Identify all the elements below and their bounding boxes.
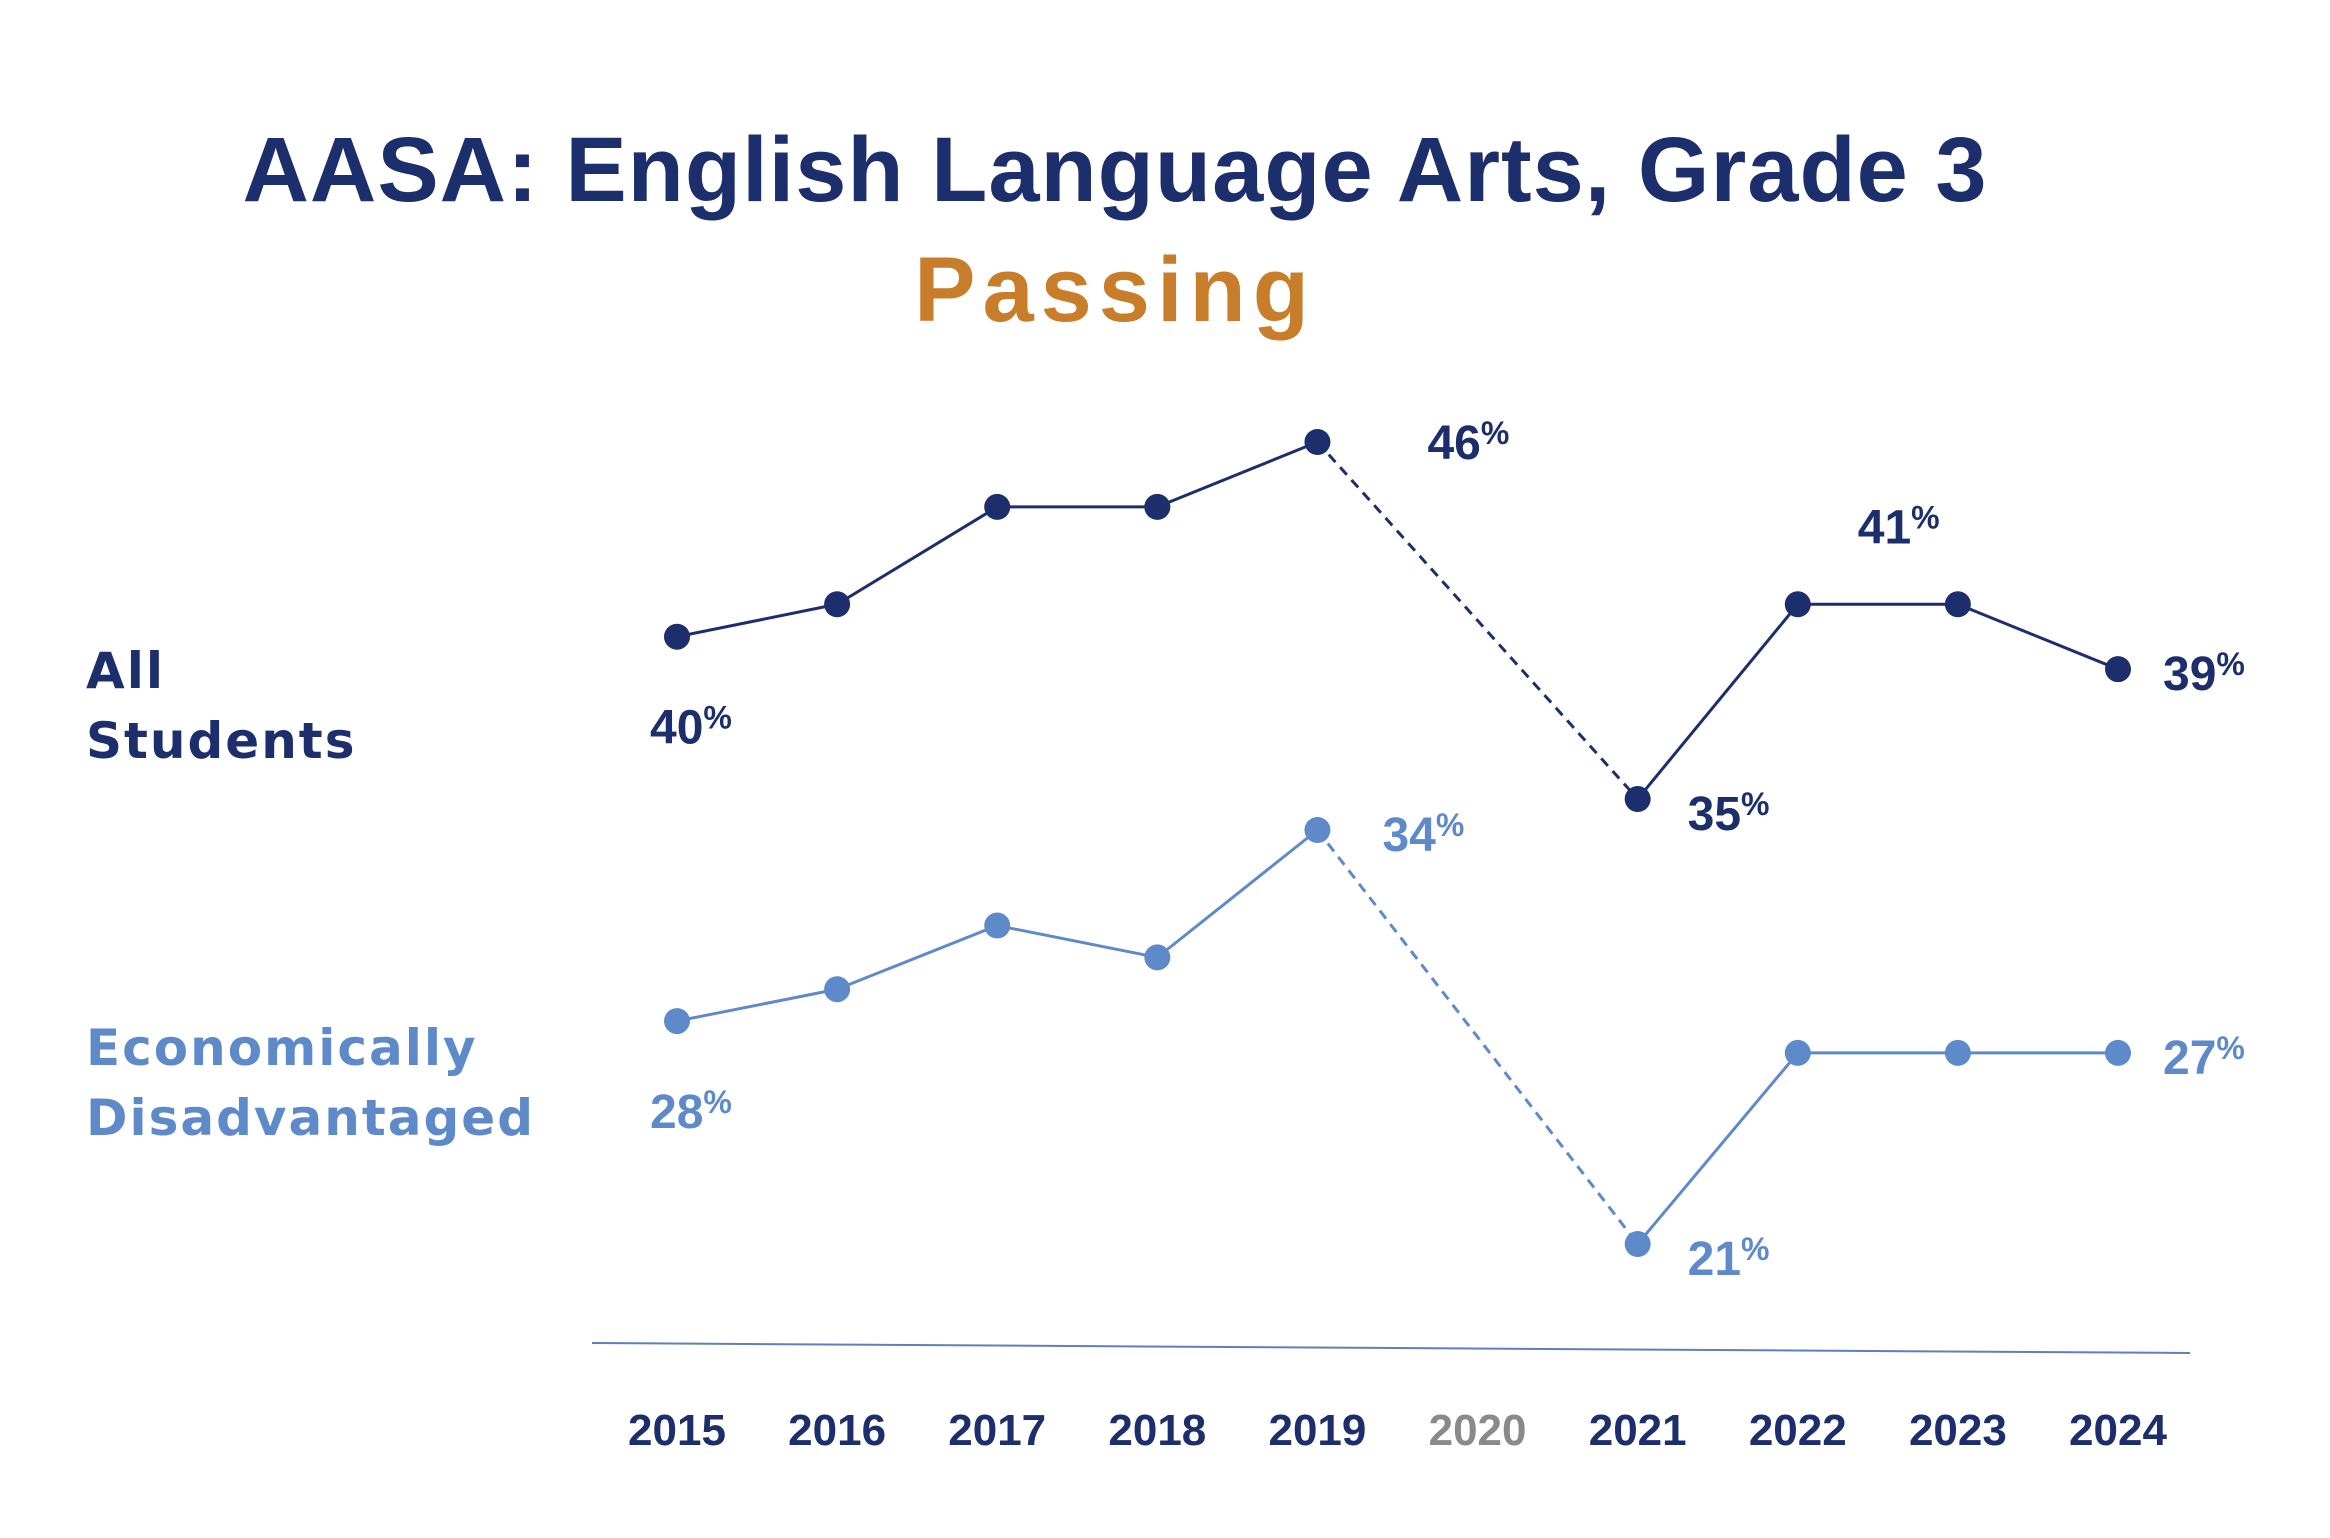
data-point-2015 xyxy=(664,623,690,650)
data-point-2015 xyxy=(664,1008,690,1035)
line-segment-2023-2024 xyxy=(1957,602,2119,671)
data-point-2016 xyxy=(824,591,851,618)
series-label-econ-line2: Disadvantaged xyxy=(86,1089,535,1147)
data-point-2022 xyxy=(1784,1039,1811,1066)
dashed-line-segment-2019-2021 xyxy=(1316,829,1639,1245)
data-point-2021 xyxy=(1624,1231,1651,1257)
x-tick-label-2017: 2017 xyxy=(948,1406,1046,1455)
x-tick-label-2020: 2020 xyxy=(1429,1406,1527,1455)
data-label-2022: 41% xyxy=(1858,499,1940,554)
data-label-2021: 35% xyxy=(1688,786,1770,841)
series-label-all-line1: All xyxy=(86,642,165,700)
data-point-2024 xyxy=(2105,1039,2131,1066)
series-label-all-students: All Students xyxy=(86,636,606,776)
line-segment-2016-2017 xyxy=(836,505,999,606)
data-point-2017 xyxy=(984,912,1011,939)
line-segment-2017-2018 xyxy=(996,924,1158,959)
data-label-2024: 39% xyxy=(2163,646,2245,701)
x-tick-label-2024: 2024 xyxy=(2069,1406,2167,1455)
x-tick-label-2023: 2023 xyxy=(1909,1406,2007,1455)
x-tick-label-2022: 2022 xyxy=(1749,1406,1847,1455)
data-label-2015: 28% xyxy=(650,1084,732,1139)
data-point-2023 xyxy=(1944,1039,1971,1066)
chart-subtitle: Passing xyxy=(914,239,1316,341)
data-point-2023 xyxy=(1944,591,1971,618)
data-point-2019 xyxy=(1304,817,1331,843)
x-tick-label-2019: 2019 xyxy=(1268,1406,1366,1455)
data-point-2016 xyxy=(824,976,851,1003)
line-segment-2021-2022 xyxy=(1636,1051,1799,1245)
series-label-econ-line1: Economically xyxy=(86,1019,478,1077)
data-point-2022 xyxy=(1784,591,1811,618)
series-economically-disadvantaged: 28% 34% 21% 27% xyxy=(650,807,2245,1286)
data-point-2018 xyxy=(1144,493,1171,520)
x-tick-label-2018: 2018 xyxy=(1108,1406,1206,1455)
data-label-2015: 40% xyxy=(650,700,732,755)
data-point-2021 xyxy=(1624,786,1651,812)
line-segment-2015-2016 xyxy=(676,987,838,1023)
data-point-2018 xyxy=(1144,944,1171,971)
x-tick-label-2016: 2016 xyxy=(788,1406,886,1455)
line-segment-2016-2017 xyxy=(836,924,998,991)
line-segment-2018-2019 xyxy=(1156,440,1319,509)
x-tick-label-2015: 2015 xyxy=(628,1406,726,1455)
dashed-line-segment-2019-2021 xyxy=(1316,440,1639,801)
series-all-students: 40% 46% 35% 41% 39% xyxy=(650,415,2245,841)
data-label-2024: 27% xyxy=(2163,1030,2245,1085)
data-point-2024 xyxy=(2105,656,2131,683)
series-label-all-line2: Students xyxy=(86,712,357,770)
line-segment-2021-2022 xyxy=(1636,603,1799,800)
data-point-2017 xyxy=(984,493,1011,520)
data-label-2021: 21% xyxy=(1688,1231,1770,1286)
data-point-2019 xyxy=(1304,429,1331,455)
data-label-2019: 46% xyxy=(1427,415,1509,470)
x-tick-label-2021: 2021 xyxy=(1589,1406,1687,1455)
series-label-economically-disadvantaged: Economically Disadvantaged xyxy=(86,1013,606,1153)
data-label-2019: 34% xyxy=(1382,807,1464,862)
chart-title: AASA: English Language Arts, Grade 3 xyxy=(242,119,1988,221)
line-segment-2015-2016 xyxy=(676,602,838,639)
line-segment-2018-2019 xyxy=(1156,828,1319,959)
x-axis-line xyxy=(591,1342,2191,1354)
